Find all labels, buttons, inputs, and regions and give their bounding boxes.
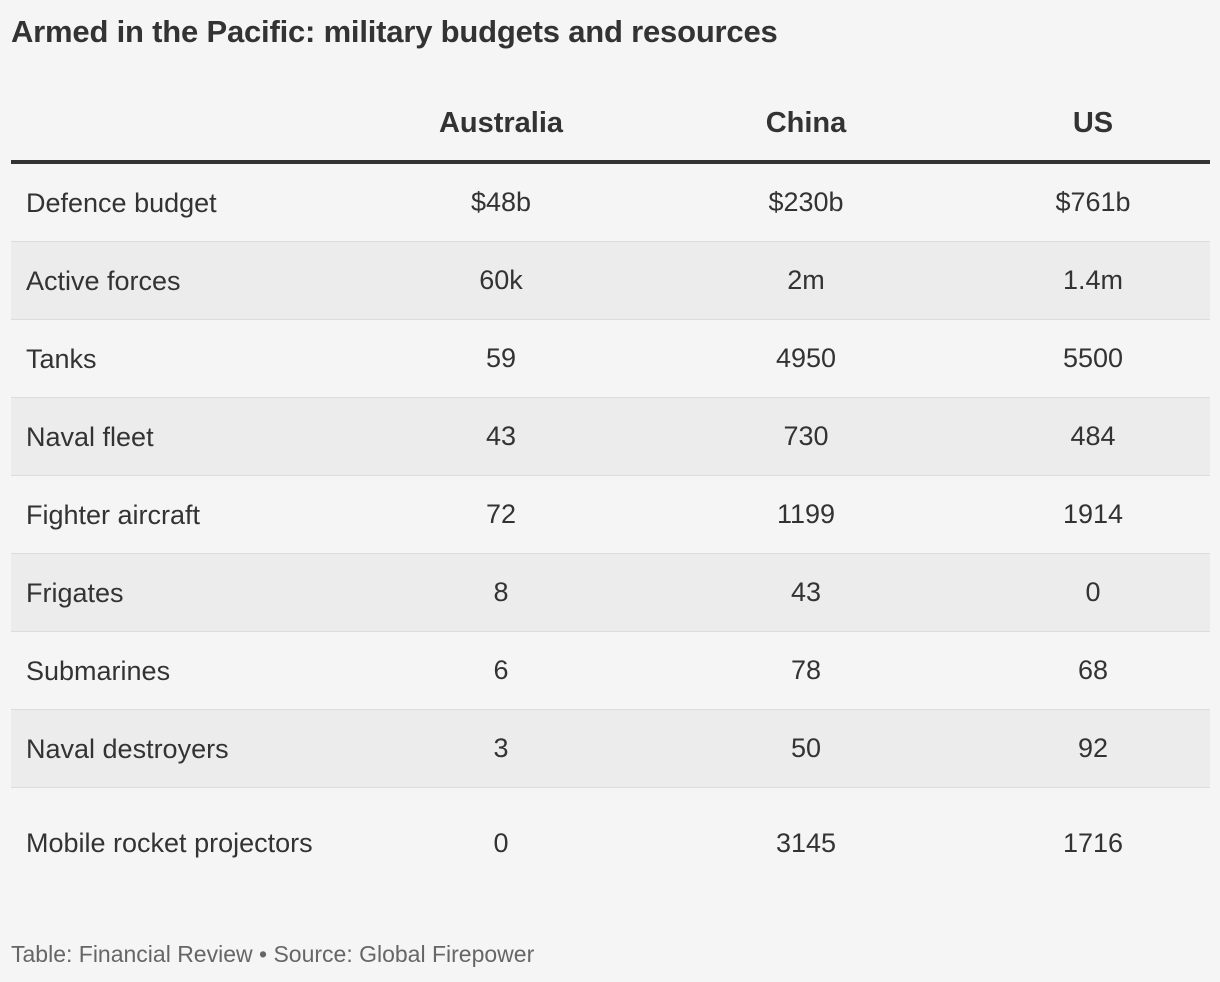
column-header-australia: Australia [366, 86, 636, 164]
table-row: Defence budget $48b $230b $761b [11, 162, 1210, 242]
source-footer: Table: Financial Review • Source: Global… [11, 941, 535, 967]
row-label: Mobile rocket projectors [26, 828, 313, 858]
cell-australia: 72 [366, 475, 636, 554]
cell-australia: 0 [493, 827, 509, 858]
table-row: Fighter aircraft 72 1199 1914 [11, 475, 1210, 554]
column-header-label [11, 86, 366, 164]
cell-australia: 6 [366, 631, 636, 710]
column-header-us: US [976, 86, 1210, 164]
cell-us: 1716 [1062, 827, 1124, 858]
row-label: Tanks [11, 319, 366, 398]
cell-australia: $48b [366, 162, 636, 242]
table-row: Active forces 60k 2m 1.4m [11, 241, 1210, 320]
cell-china: 730 [636, 397, 976, 476]
cell-us: 0 [976, 553, 1210, 632]
table-row: Frigates 8 43 0 [11, 553, 1210, 632]
table-row: Naval destroyers 3 50 92 [11, 709, 1210, 788]
table-row: Submarines 6 78 68 [11, 631, 1210, 710]
cell-us: 484 [976, 397, 1210, 476]
row-label: Active forces [11, 241, 366, 320]
cell-australia: 59 [366, 319, 636, 398]
table-row: Mobile rocket projectors 0 3145 1716 [11, 788, 1210, 899]
cell-china: 78 [636, 631, 976, 710]
row-label: Submarines [11, 631, 366, 710]
cell-us: $761b [976, 162, 1210, 242]
cell-us: 5500 [976, 319, 1210, 398]
header-row: Australia China US [11, 86, 1210, 164]
table-row: Tanks 59 4950 5500 [11, 319, 1210, 398]
cell-australia: 43 [366, 397, 636, 476]
cell-china: 4950 [636, 319, 976, 398]
cell-australia: 8 [366, 553, 636, 632]
row-label: Defence budget [11, 162, 366, 242]
row-label: Frigates [11, 553, 366, 632]
cell-china: 1199 [636, 475, 976, 554]
cell-china: 43 [636, 553, 976, 632]
cell-us: 68 [976, 631, 1210, 710]
cell-us: 1914 [976, 475, 1210, 554]
column-header-china: China [636, 86, 976, 164]
cell-australia: 3 [366, 709, 636, 788]
cell-china: 50 [636, 709, 976, 788]
table-title: Armed in the Pacific: military budgets a… [11, 14, 778, 49]
cell-china: 3145 [775, 827, 837, 858]
row-label: Naval destroyers [11, 709, 366, 788]
cell-us: 1.4m [976, 241, 1210, 320]
cell-china: 2m [636, 241, 976, 320]
cell-china: $230b [636, 162, 976, 242]
cell-australia: 60k [366, 241, 636, 320]
row-label: Naval fleet [11, 397, 366, 476]
table-row: Naval fleet 43 730 484 [11, 397, 1210, 476]
data-table: Australia China US Defence budget $48b $… [11, 86, 1210, 898]
cell-us: 92 [976, 709, 1210, 788]
row-label: Fighter aircraft [11, 475, 366, 554]
